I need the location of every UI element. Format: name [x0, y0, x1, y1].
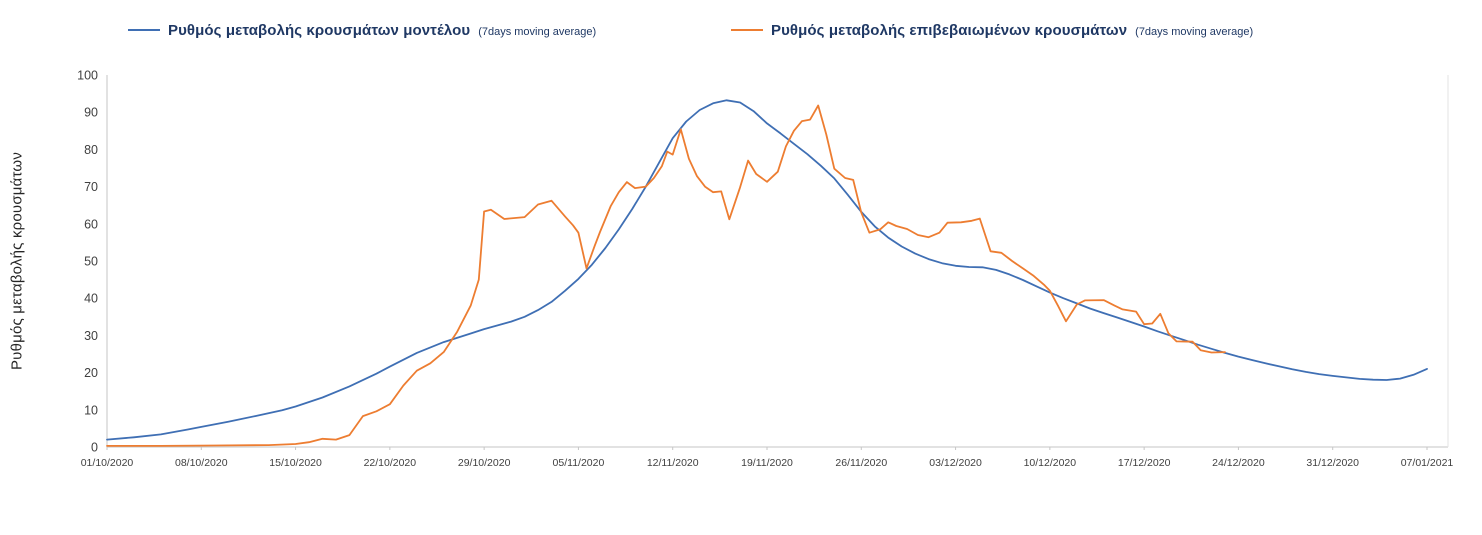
- y-tick-label: 20: [84, 366, 98, 380]
- x-tick-label: 01/10/2020: [81, 457, 134, 469]
- y-tick-label: 50: [84, 255, 98, 269]
- x-tick-label: 05/11/2020: [553, 457, 605, 469]
- x-tick-label: 22/10/2020: [364, 457, 417, 469]
- x-tick-label: 03/12/2020: [929, 457, 982, 469]
- confirmed-line-swatch: [731, 29, 763, 31]
- x-tick-label: 08/10/2020: [175, 457, 228, 469]
- y-tick-label: 90: [84, 106, 98, 120]
- y-tick-label: 10: [84, 403, 98, 417]
- y-tick-label: 0: [91, 441, 98, 455]
- x-tick-label: 29/10/2020: [458, 457, 511, 469]
- x-tick-label: 19/11/2020: [741, 457, 793, 469]
- y-tick-label: 40: [84, 292, 98, 306]
- legend-item-confirmed: Ρυθμός μεταβολής επιβεβαιωμένων κρουσμάτ…: [731, 22, 1253, 39]
- x-tick-label: 17/12/2020: [1118, 457, 1171, 469]
- legend-item-model: Ρυθμός μεταβολής κρουσμάτων μοντέλου (7d…: [128, 22, 596, 39]
- y-tick-label: 100: [77, 69, 98, 83]
- y-tick-label: 80: [84, 143, 98, 157]
- y-tick-label: 30: [84, 329, 98, 343]
- y-tick-label: 70: [84, 180, 98, 194]
- x-tick-label: 10/12/2020: [1024, 457, 1077, 469]
- legend-suffix-model: (7days moving average): [478, 26, 597, 38]
- x-tick-label: 24/12/2020: [1212, 457, 1265, 469]
- legend-suffix-confirmed: (7days moving average): [1135, 26, 1254, 38]
- legend-label-model: Ρυθμός μεταβολής κρουσμάτων μοντέλου: [168, 22, 471, 39]
- legend-label-confirmed: Ρυθμός μεταβολής επιβεβαιωμένων κρουσμάτ…: [771, 22, 1128, 39]
- x-tick-label: 15/10/2020: [269, 457, 322, 469]
- x-tick-label: 31/12/2020: [1306, 457, 1359, 469]
- confirmed-series-line: [106, 104, 1226, 447]
- x-tick-label: 07/01/2021: [1401, 457, 1454, 469]
- x-tick-label: 26/11/2020: [835, 457, 887, 469]
- model-series-line: [106, 99, 1428, 441]
- x-tick-label: 12/11/2020: [647, 457, 699, 469]
- y-tick-label: 60: [84, 217, 98, 231]
- model-line-swatch: [128, 29, 160, 31]
